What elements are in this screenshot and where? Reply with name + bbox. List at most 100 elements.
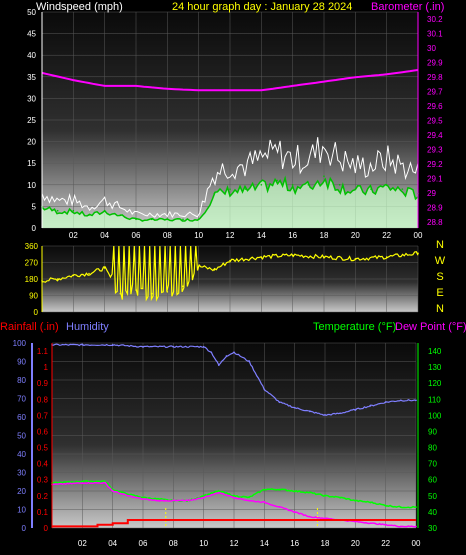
temperature-line-point xyxy=(202,495,205,497)
wind-point xyxy=(291,184,294,186)
wind-tick-label: 15 xyxy=(27,159,36,168)
wind-direction-point xyxy=(213,269,216,271)
baro-tick-label: 30 xyxy=(427,44,436,53)
wind-direction-point xyxy=(182,285,184,288)
wind-point xyxy=(150,218,153,221)
wind-direction-point xyxy=(385,256,388,258)
temperature-line-point xyxy=(339,496,341,499)
baro-tick-label: 29.2 xyxy=(427,160,443,169)
baro-tick-label: 28.9 xyxy=(427,204,443,213)
temperature-line-point xyxy=(263,488,266,491)
humidity-title: Humidity xyxy=(66,321,109,333)
compass-label: E xyxy=(436,287,443,299)
hour-tick-label: 18 xyxy=(321,539,330,548)
wind-direction-point xyxy=(72,274,75,277)
wind-tick-label: 40 xyxy=(27,51,36,60)
dew-point-line-point xyxy=(278,506,281,508)
humidity-line-point xyxy=(218,364,220,367)
baro-tick-label: 29.5 xyxy=(427,117,443,126)
wind-direction-point xyxy=(135,289,137,291)
temperature-line-point xyxy=(293,490,296,492)
dew-point-line-point xyxy=(142,498,144,500)
wind-direction-point xyxy=(260,256,263,258)
wind-direction-point xyxy=(166,291,169,293)
dew-point-line-point xyxy=(187,499,190,502)
wind-direction-point xyxy=(197,265,200,267)
wind-point xyxy=(103,209,106,212)
humidity-line-point xyxy=(384,401,387,404)
hour-tick-label: 06 xyxy=(132,231,141,240)
wind-direction-point xyxy=(417,252,419,255)
temp-tick-label: 90 xyxy=(428,427,437,436)
hour-tick-label: 02 xyxy=(69,231,78,240)
wind-point xyxy=(166,218,169,221)
direction-tick-label: 0 xyxy=(34,308,39,317)
wind-point xyxy=(401,188,404,190)
temperature-line-point xyxy=(233,495,235,497)
wind-baro-axis-ticks: 0 5 10 15 20 25 30 35 40 45 50 28.8 28.9 29 29.1 29.2 29… xyxy=(27,8,443,240)
wind-point xyxy=(323,175,325,177)
wind-dir-grid xyxy=(42,245,419,313)
rain-tick-label: 0.3 xyxy=(37,476,49,485)
temp-series xyxy=(51,343,417,528)
compass-label: W xyxy=(435,255,446,267)
humidity-line-point xyxy=(81,344,84,346)
compass-label: N xyxy=(436,239,444,251)
temperature-line-point xyxy=(309,491,311,494)
rain-title: Rainfall (.in) xyxy=(0,321,59,333)
humidity-line-point xyxy=(172,345,175,348)
dew-point-line-point xyxy=(157,499,159,502)
humidity-line-point xyxy=(111,344,114,346)
temperature-line-point xyxy=(248,496,250,499)
hour-tick-label: 04 xyxy=(100,231,109,240)
rain-tick-label: 0 xyxy=(44,524,49,533)
wind-point xyxy=(213,192,216,195)
temperature-line-point xyxy=(157,498,159,500)
wind-point xyxy=(244,188,247,190)
temperature-line-point xyxy=(81,480,84,483)
wind-tick-label: 30 xyxy=(27,94,36,103)
temp-tick-label: 100 xyxy=(428,411,442,420)
hour-tick-label: 10 xyxy=(194,231,203,240)
humidity-line-point xyxy=(278,401,281,404)
wind-point xyxy=(276,179,278,182)
dew-point-line-point xyxy=(415,525,417,528)
wind-point xyxy=(229,188,231,190)
hour-tick-label: 08 xyxy=(169,539,178,548)
wind-baro-series xyxy=(41,69,419,228)
wind-point xyxy=(354,188,357,190)
rain-tick-label: 0.7 xyxy=(37,411,49,420)
dew-point-line-point xyxy=(400,525,402,528)
baro-tick-label: 30.2 xyxy=(427,15,443,24)
dew-point-line-point xyxy=(233,496,235,499)
hour-tick-label: 20 xyxy=(351,539,360,548)
wind-direction-point xyxy=(323,256,325,258)
rain-tick-label: 1.1 xyxy=(37,347,49,356)
hour-tick-label: 00 xyxy=(412,539,421,548)
wind-tick-label: 10 xyxy=(27,181,36,190)
humidity-tick-label: 90 xyxy=(17,358,26,367)
baro-title: Barometer (.in) xyxy=(371,1,444,13)
humidity-tick-label: 20 xyxy=(17,487,26,496)
hour-tick-label: 06 xyxy=(139,539,148,548)
temp-tick-label: 60 xyxy=(428,476,437,485)
wind-point xyxy=(182,218,184,221)
wind-point xyxy=(370,188,372,190)
dew-point-line-point xyxy=(354,520,357,523)
hour-tick-label: 16 xyxy=(290,539,299,548)
humidity-tick-label: 0 xyxy=(22,524,27,533)
wind-point xyxy=(135,218,137,221)
wind-direction-point xyxy=(150,292,153,295)
humidity-line-point xyxy=(202,345,205,348)
wind-point xyxy=(56,209,59,212)
hour-tick-label: 02 xyxy=(78,539,87,548)
hour-tick-label: 16 xyxy=(288,231,297,240)
wind-average-fill xyxy=(42,178,418,228)
humidity-line-point xyxy=(339,412,341,415)
humidity-line-point xyxy=(324,414,326,416)
dew-point-line-point xyxy=(369,522,372,524)
humidity-line-point xyxy=(142,345,144,348)
temp-tick-label: 140 xyxy=(428,347,442,356)
compass-label: N xyxy=(436,303,444,315)
